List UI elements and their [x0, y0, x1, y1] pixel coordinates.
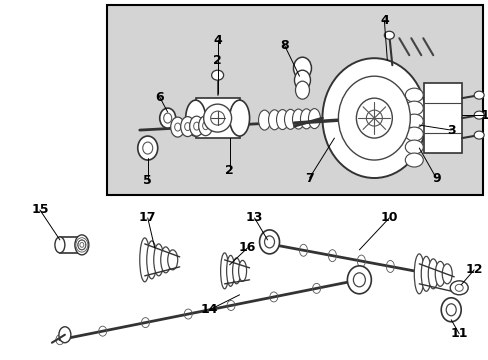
Ellipse shape	[202, 122, 208, 130]
Ellipse shape	[161, 247, 170, 273]
Ellipse shape	[167, 250, 177, 270]
Text: 3: 3	[446, 123, 455, 136]
Ellipse shape	[258, 110, 270, 130]
Text: 15: 15	[31, 203, 49, 216]
Ellipse shape	[384, 31, 393, 39]
Ellipse shape	[413, 254, 424, 294]
Text: 6: 6	[155, 91, 163, 104]
Ellipse shape	[295, 81, 309, 99]
Ellipse shape	[174, 123, 181, 131]
Text: 16: 16	[239, 242, 256, 255]
Text: 13: 13	[245, 211, 263, 224]
Ellipse shape	[163, 113, 171, 123]
Ellipse shape	[405, 88, 423, 102]
Ellipse shape	[264, 236, 274, 248]
Ellipse shape	[308, 109, 320, 129]
Text: 5: 5	[143, 174, 152, 186]
Ellipse shape	[238, 260, 246, 281]
Text: 17: 17	[139, 211, 156, 224]
Ellipse shape	[366, 110, 382, 126]
Text: 14: 14	[201, 303, 218, 316]
Text: 12: 12	[465, 264, 482, 276]
Ellipse shape	[193, 122, 199, 130]
Ellipse shape	[473, 91, 483, 99]
Ellipse shape	[338, 76, 409, 160]
Text: 7: 7	[305, 171, 313, 185]
Ellipse shape	[59, 327, 71, 343]
Ellipse shape	[405, 101, 423, 115]
Ellipse shape	[75, 235, 89, 255]
Ellipse shape	[454, 284, 462, 291]
Ellipse shape	[356, 98, 391, 138]
Ellipse shape	[181, 117, 194, 136]
Ellipse shape	[153, 244, 163, 276]
Text: 8: 8	[280, 39, 288, 52]
Ellipse shape	[198, 116, 212, 136]
Ellipse shape	[184, 123, 190, 131]
Ellipse shape	[449, 281, 467, 295]
Ellipse shape	[189, 116, 203, 136]
Text: 4: 4	[213, 34, 222, 47]
Ellipse shape	[232, 258, 240, 284]
Text: 10: 10	[380, 211, 397, 224]
Ellipse shape	[210, 111, 224, 125]
Bar	[424, 83, 461, 153]
Ellipse shape	[203, 104, 231, 132]
Ellipse shape	[473, 111, 483, 119]
Ellipse shape	[322, 58, 426, 178]
Bar	[60, 237, 81, 253]
Ellipse shape	[284, 109, 296, 129]
Ellipse shape	[420, 256, 430, 291]
Text: 11: 11	[449, 327, 467, 340]
Text: 4: 4	[379, 14, 388, 27]
Ellipse shape	[353, 273, 365, 287]
Bar	[195, 98, 239, 138]
Ellipse shape	[138, 136, 158, 160]
Ellipse shape	[78, 240, 86, 250]
Ellipse shape	[55, 237, 65, 253]
Ellipse shape	[142, 142, 152, 154]
Ellipse shape	[160, 108, 175, 128]
Ellipse shape	[434, 261, 444, 286]
Ellipse shape	[259, 230, 279, 254]
Ellipse shape	[276, 109, 288, 130]
Ellipse shape	[405, 127, 423, 141]
Ellipse shape	[229, 100, 249, 136]
Ellipse shape	[405, 140, 423, 154]
Text: 2: 2	[225, 163, 233, 176]
Text: 1: 1	[480, 109, 488, 122]
Ellipse shape	[441, 264, 451, 284]
Ellipse shape	[300, 109, 312, 129]
Ellipse shape	[405, 153, 423, 167]
Ellipse shape	[473, 131, 483, 139]
Ellipse shape	[446, 304, 455, 316]
Ellipse shape	[268, 110, 280, 130]
Ellipse shape	[146, 241, 157, 279]
Text: 2: 2	[213, 54, 222, 67]
Ellipse shape	[185, 100, 205, 136]
Ellipse shape	[405, 114, 423, 128]
Text: 9: 9	[431, 171, 440, 185]
Ellipse shape	[293, 57, 311, 79]
Bar	[106, 5, 482, 195]
Ellipse shape	[440, 298, 460, 322]
Ellipse shape	[427, 259, 437, 289]
Ellipse shape	[170, 117, 184, 137]
Ellipse shape	[292, 109, 304, 129]
Ellipse shape	[226, 255, 234, 286]
Ellipse shape	[220, 253, 228, 289]
Ellipse shape	[346, 266, 370, 294]
Ellipse shape	[211, 70, 223, 80]
Ellipse shape	[140, 238, 149, 282]
Ellipse shape	[294, 70, 310, 90]
